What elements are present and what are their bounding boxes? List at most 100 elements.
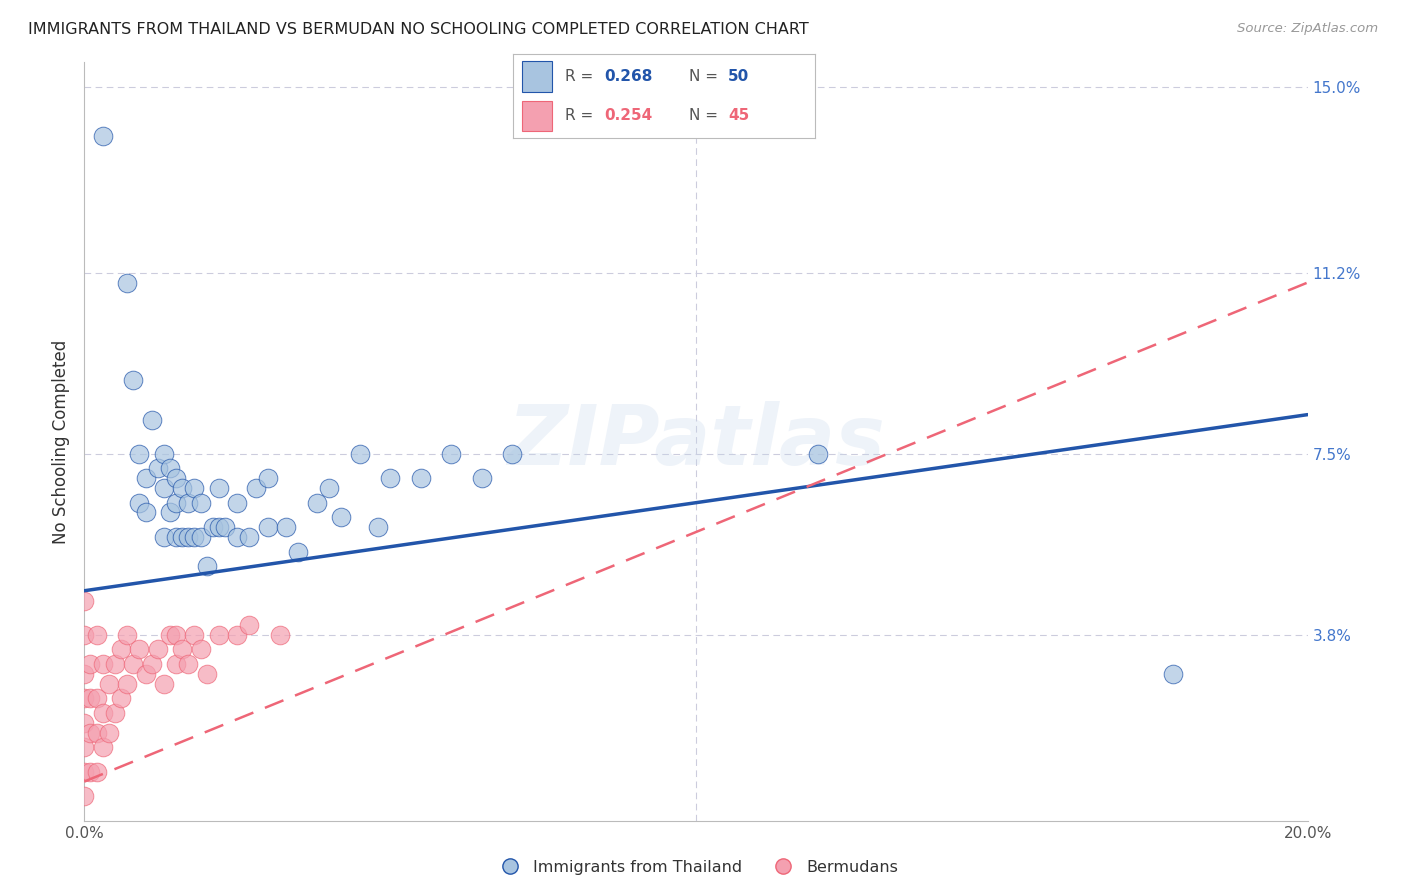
Point — [172, 481, 194, 495]
Point — [86, 725, 108, 739]
Point — [238, 618, 260, 632]
Point — [110, 691, 132, 706]
Text: 50: 50 — [728, 69, 749, 84]
Point — [91, 740, 114, 755]
Point — [245, 481, 267, 495]
Point — [128, 447, 150, 461]
Point — [349, 447, 371, 461]
Point — [79, 764, 101, 779]
Point — [380, 471, 402, 485]
Point — [91, 706, 114, 720]
Text: R =: R = — [565, 69, 598, 84]
Y-axis label: No Schooling Completed: No Schooling Completed — [52, 340, 70, 543]
Point — [128, 642, 150, 657]
Point — [135, 666, 157, 681]
Point — [165, 628, 187, 642]
Point — [79, 725, 101, 739]
Point — [159, 506, 181, 520]
Point — [226, 496, 249, 510]
Point — [135, 471, 157, 485]
Point — [86, 628, 108, 642]
Point — [165, 496, 187, 510]
Point — [471, 471, 494, 485]
Point — [104, 657, 127, 672]
Point — [1161, 666, 1184, 681]
Point — [79, 691, 101, 706]
Point — [141, 412, 163, 426]
Point — [177, 530, 200, 544]
Point — [226, 628, 249, 642]
Point — [73, 666, 96, 681]
Point — [128, 496, 150, 510]
Point — [97, 725, 120, 739]
Text: IMMIGRANTS FROM THAILAND VS BERMUDAN NO SCHOOLING COMPLETED CORRELATION CHART: IMMIGRANTS FROM THAILAND VS BERMUDAN NO … — [28, 22, 808, 37]
Point — [73, 715, 96, 730]
Point — [159, 461, 181, 475]
Point — [201, 520, 224, 534]
Point — [257, 471, 280, 485]
Point — [502, 447, 524, 461]
Point — [73, 764, 96, 779]
Point — [367, 520, 389, 534]
Point — [257, 520, 280, 534]
Point — [153, 447, 176, 461]
Point — [135, 506, 157, 520]
Point — [73, 628, 96, 642]
Point — [73, 593, 96, 607]
Point — [79, 657, 101, 672]
Text: N =: N = — [689, 69, 723, 84]
Point — [318, 481, 340, 495]
Point — [183, 481, 205, 495]
Point — [86, 691, 108, 706]
Point — [190, 642, 212, 657]
Point — [276, 520, 298, 534]
Point — [172, 530, 194, 544]
Point — [208, 520, 231, 534]
Point — [146, 461, 169, 475]
Point — [73, 740, 96, 755]
Point — [115, 628, 138, 642]
Point — [86, 764, 108, 779]
Bar — [522, 62, 553, 92]
Point — [226, 530, 249, 544]
Point — [153, 481, 176, 495]
Point — [269, 628, 291, 642]
Point — [190, 496, 212, 510]
Point — [183, 530, 205, 544]
Point — [115, 276, 138, 290]
Point — [208, 481, 231, 495]
Point — [330, 510, 353, 524]
Point — [153, 676, 176, 690]
Point — [305, 496, 328, 510]
Point — [165, 657, 187, 672]
Point — [153, 530, 176, 544]
Point — [110, 642, 132, 657]
Point — [287, 544, 309, 558]
Legend: Immigrants from Thailand, Bermudans: Immigrants from Thailand, Bermudans — [486, 853, 905, 881]
Point — [807, 447, 830, 461]
Text: 0.268: 0.268 — [605, 69, 652, 84]
Point — [195, 666, 218, 681]
Point — [91, 657, 114, 672]
Point — [440, 447, 463, 461]
Point — [214, 520, 236, 534]
Point — [122, 373, 145, 387]
Point — [409, 471, 432, 485]
Point — [91, 128, 114, 143]
Point — [172, 642, 194, 657]
Point — [115, 676, 138, 690]
Point — [97, 676, 120, 690]
Point — [190, 530, 212, 544]
Point — [165, 471, 187, 485]
Point — [177, 496, 200, 510]
Text: 0.254: 0.254 — [605, 108, 652, 123]
Text: N =: N = — [689, 108, 723, 123]
Point — [73, 789, 96, 804]
Bar — [522, 101, 553, 131]
Point — [183, 628, 205, 642]
Text: R =: R = — [565, 108, 598, 123]
Point — [177, 657, 200, 672]
Point — [73, 691, 96, 706]
Point — [141, 657, 163, 672]
Point — [104, 706, 127, 720]
